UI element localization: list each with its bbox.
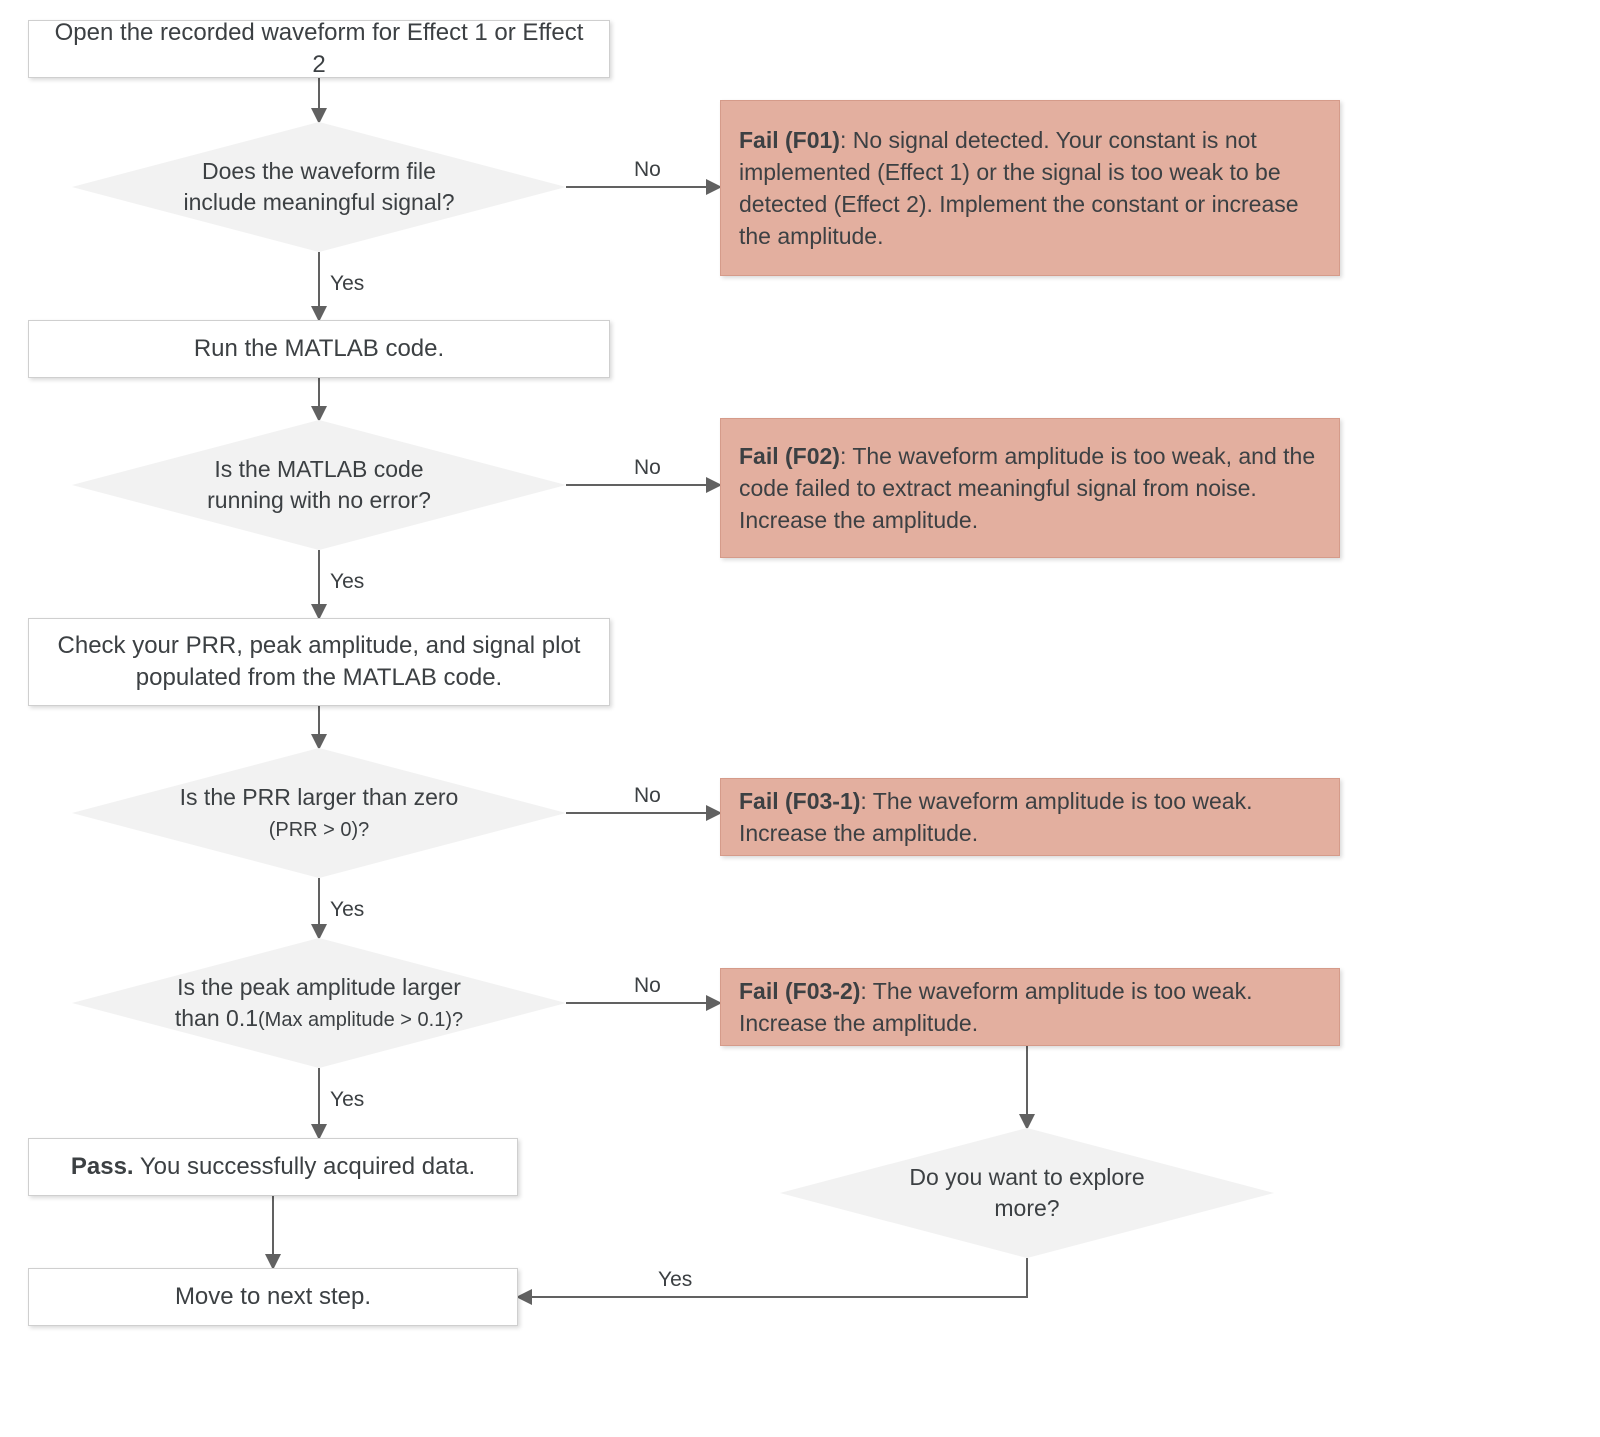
fail-text: Fail (F02): The waveform amplitude is to… — [739, 440, 1321, 537]
edge-label-yes: Yes — [330, 898, 364, 922]
edge-label-no: No — [634, 784, 661, 808]
node-text: Pass. You successfully acquired data. — [71, 1151, 475, 1183]
node-text: Open the recorded waveform for Effect 1 … — [47, 17, 591, 82]
fail-text: Fail (F03-1): The waveform amplitude is … — [739, 785, 1321, 849]
fail-f03-1: Fail (F03-1): The waveform amplitude is … — [720, 778, 1340, 856]
node-text: Check your PRR, peak amplitude, and sign… — [47, 630, 591, 695]
node-text: Is the peak amplitude larger than 0.1(Ma… — [106, 972, 533, 1034]
process-open-waveform: Open the recorded waveform for Effect 1 … — [28, 20, 610, 78]
node-text: Is the MATLAB code running with no error… — [138, 454, 500, 516]
edge-label-no: No — [634, 974, 661, 998]
process-check-prr: Check your PRR, peak amplitude, and sign… — [28, 618, 610, 706]
node-text: Run the MATLAB code. — [194, 333, 444, 365]
decision-meaningful-signal: Does the waveform file include meaningfu… — [72, 122, 566, 252]
decision-matlab-no-error: Is the MATLAB code running with no error… — [72, 420, 566, 550]
fail-f01: Fail (F01): No signal detected. Your con… — [720, 100, 1340, 276]
fail-f02: Fail (F02): The waveform amplitude is to… — [720, 418, 1340, 558]
process-run-matlab: Run the MATLAB code. — [28, 320, 610, 378]
edge-label-yes: Yes — [330, 272, 364, 296]
node-text: Move to next step. — [175, 1281, 371, 1313]
edge-label-yes: Yes — [658, 1268, 692, 1292]
fail-text: Fail (F01): No signal detected. Your con… — [739, 124, 1321, 253]
process-move-next: Move to next step. — [28, 1268, 518, 1326]
process-pass: Pass. You successfully acquired data. — [28, 1138, 518, 1196]
edge-label-no: No — [634, 158, 661, 182]
fail-f03-2: Fail (F03-2): The waveform amplitude is … — [720, 968, 1340, 1046]
decision-explore-more: Do you want to explore more? — [780, 1128, 1274, 1258]
node-text: Does the waveform file include meaningfu… — [114, 156, 523, 218]
node-text: Do you want to explore more? — [840, 1162, 1214, 1224]
edge-label-yes: Yes — [330, 1088, 364, 1112]
fail-text: Fail (F03-2): The waveform amplitude is … — [739, 975, 1321, 1039]
node-text: Is the PRR larger than zero (PRR > 0)? — [111, 782, 528, 844]
edge-label-no: No — [634, 456, 661, 480]
decision-peak-amplitude: Is the peak amplitude larger than 0.1(Ma… — [72, 938, 566, 1068]
decision-prr-gt-zero: Is the PRR larger than zero (PRR > 0)? — [72, 748, 566, 878]
edge-label-yes: Yes — [330, 570, 364, 594]
